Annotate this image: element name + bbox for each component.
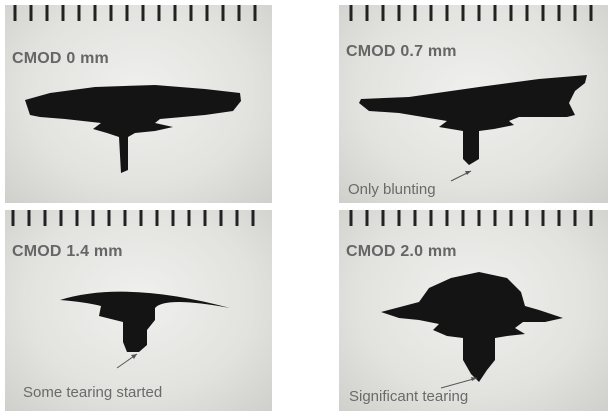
cmod-label: CMOD 2.0 mm <box>346 243 457 260</box>
specimen-silhouette <box>381 272 563 389</box>
annotation-note: Significant tearing <box>349 388 469 405</box>
photo-panel-cmod-2-0: CMOD 2.0 mm Significant tearing <box>339 210 608 411</box>
annotation-note: Only blunting <box>348 181 436 198</box>
cmod-label: CMOD 0 mm <box>12 50 109 67</box>
photo-panel-cmod-0: CMOD 0 mm <box>5 5 272 203</box>
specimen-silhouette <box>60 291 230 369</box>
specimen-silhouette <box>25 85 241 173</box>
ruler-ticks <box>349 5 593 21</box>
ruler-ticks <box>11 210 255 226</box>
photo-panel-cmod-0-7: CMOD 0.7 mm Only blunting <box>339 5 608 203</box>
photo-panel-cmod-1-4: CMOD 1.4 mm Some tearing started <box>5 210 272 411</box>
cmod-label: CMOD 0.7 mm <box>346 43 457 60</box>
ruler-ticks <box>13 5 257 21</box>
specimen-silhouette <box>359 75 587 182</box>
cmod-label: CMOD 1.4 mm <box>12 243 123 260</box>
annotation-note: Some tearing started <box>23 384 163 401</box>
ruler-ticks <box>349 210 593 226</box>
